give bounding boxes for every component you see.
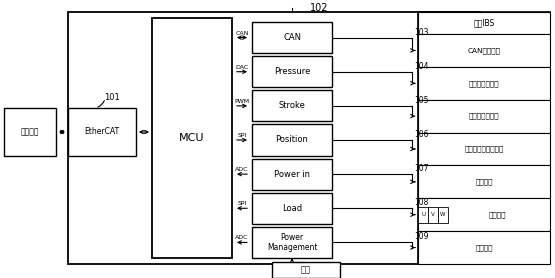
Text: W: W <box>440 212 446 217</box>
Text: 输出电源: 输出电源 <box>475 178 493 185</box>
Bar <box>428 207 438 223</box>
Text: SPI: SPI <box>238 133 246 138</box>
Bar <box>252 56 332 87</box>
Text: CAN通信接口: CAN通信接口 <box>467 47 501 54</box>
Text: ADC: ADC <box>235 167 249 172</box>
Text: 107: 107 <box>414 164 428 173</box>
Text: CAN: CAN <box>283 33 301 42</box>
Bar <box>272 262 340 278</box>
Bar <box>68 108 136 156</box>
Bar <box>418 165 550 198</box>
Text: Power
Management: Power Management <box>267 233 317 252</box>
Text: 106: 106 <box>414 130 428 139</box>
Text: 105: 105 <box>414 96 428 105</box>
Text: U: U <box>421 212 425 217</box>
Text: ADC: ADC <box>235 235 249 240</box>
Bar <box>418 34 550 67</box>
Bar <box>418 12 550 34</box>
Text: SPI: SPI <box>238 201 246 206</box>
Text: Position: Position <box>276 135 309 145</box>
Bar <box>252 193 332 224</box>
Text: DAC: DAC <box>235 65 249 70</box>
Text: 电机位置传感器接口: 电机位置传感器接口 <box>465 146 504 152</box>
Bar <box>418 133 550 165</box>
Text: Power in: Power in <box>274 170 310 179</box>
Bar <box>252 22 332 53</box>
Text: 输入电源: 输入电源 <box>475 244 493 251</box>
Text: 电源: 电源 <box>301 265 311 274</box>
Bar <box>418 100 550 133</box>
Text: 109: 109 <box>414 232 428 241</box>
Text: Pressure: Pressure <box>274 67 310 76</box>
Text: Load: Load <box>282 204 302 213</box>
Text: 压力传感器接口: 压力传感器接口 <box>468 80 500 86</box>
Bar <box>438 207 448 223</box>
Text: MCU: MCU <box>179 133 205 143</box>
Bar <box>252 158 332 190</box>
Text: 电机接口: 电机接口 <box>488 211 506 218</box>
Text: V: V <box>431 212 435 217</box>
Text: EtherCAT: EtherCAT <box>84 128 119 136</box>
Text: 被测IBS: 被测IBS <box>473 19 495 28</box>
Text: Stroke: Stroke <box>279 101 305 110</box>
Bar <box>418 231 550 264</box>
Text: 102: 102 <box>310 3 329 13</box>
Bar <box>252 125 332 156</box>
Text: PWM: PWM <box>234 99 250 104</box>
Text: 108: 108 <box>414 198 428 207</box>
Bar <box>252 90 332 121</box>
Bar <box>252 227 332 258</box>
Text: 位移传感器接口: 位移传感器接口 <box>468 113 500 120</box>
Bar <box>418 12 550 264</box>
Text: 103: 103 <box>414 28 428 37</box>
Bar <box>418 67 550 100</box>
Text: 104: 104 <box>414 62 428 71</box>
Bar <box>68 12 480 264</box>
Bar <box>4 108 56 156</box>
Bar <box>418 207 428 223</box>
Bar <box>152 18 232 258</box>
Bar <box>418 198 550 231</box>
Text: CAN: CAN <box>235 31 249 36</box>
Text: 外部系统: 外部系统 <box>21 128 39 136</box>
Text: 101: 101 <box>104 93 120 103</box>
